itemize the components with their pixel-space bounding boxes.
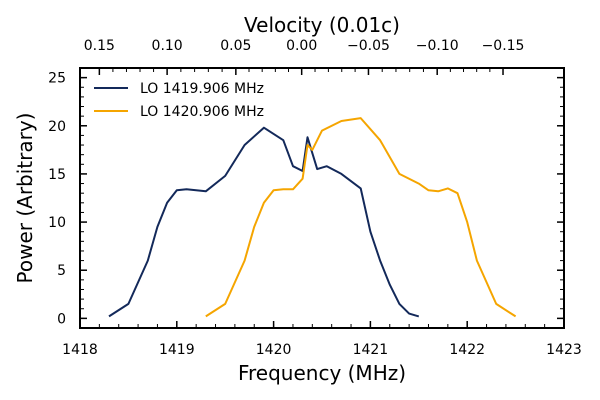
ticks-layer: 1418 1419 1420 1421 1422 1423 0 5 10 15 20 25 0.15 0.… xyxy=(48,38,582,358)
top-tick-label: 0.05 xyxy=(220,38,251,54)
series-line-2 xyxy=(205,117,517,318)
x-tick-label: 1419 xyxy=(159,342,195,358)
top-tick-label: −0.10 xyxy=(416,38,459,54)
x-tick-label: 1422 xyxy=(449,342,485,358)
top-tick-label: 0.00 xyxy=(286,38,317,54)
legend-label-series-2: LO 1420.906 MHz xyxy=(140,104,264,120)
x-tick-label: 1423 xyxy=(546,342,582,358)
top-tick-label: −0.05 xyxy=(347,38,390,54)
y-tick-label: 0 xyxy=(57,311,66,327)
series-layer xyxy=(108,117,517,318)
x-tick-label: 1421 xyxy=(353,342,389,358)
y-tick-label: 15 xyxy=(48,167,66,183)
plot-background xyxy=(80,68,564,328)
x-tick-label: 1418 xyxy=(62,342,98,358)
x-tick-label: 1420 xyxy=(256,342,292,358)
series-line-1 xyxy=(108,126,420,318)
y-tick-label: 20 xyxy=(48,119,66,135)
plot-frame xyxy=(79,67,565,329)
y-axis-label: Power (Arbitrary) xyxy=(13,113,37,284)
x-axis-label: Frequency (MHz) xyxy=(238,361,406,385)
legend: LO 1419.906 MHz LO 1420.906 MHz xyxy=(94,81,264,120)
legend-label-series-1: LO 1419.906 MHz xyxy=(140,81,264,97)
y-tick-label: 5 xyxy=(57,263,66,279)
top-tick-label: 0.15 xyxy=(84,38,115,54)
top-tick-label: −0.15 xyxy=(482,38,525,54)
y-tick-label: 10 xyxy=(48,215,66,231)
y-tick-label: 25 xyxy=(48,71,66,87)
chart-title: Velocity (0.01c) xyxy=(244,13,400,37)
top-tick-label: 0.10 xyxy=(152,38,183,54)
